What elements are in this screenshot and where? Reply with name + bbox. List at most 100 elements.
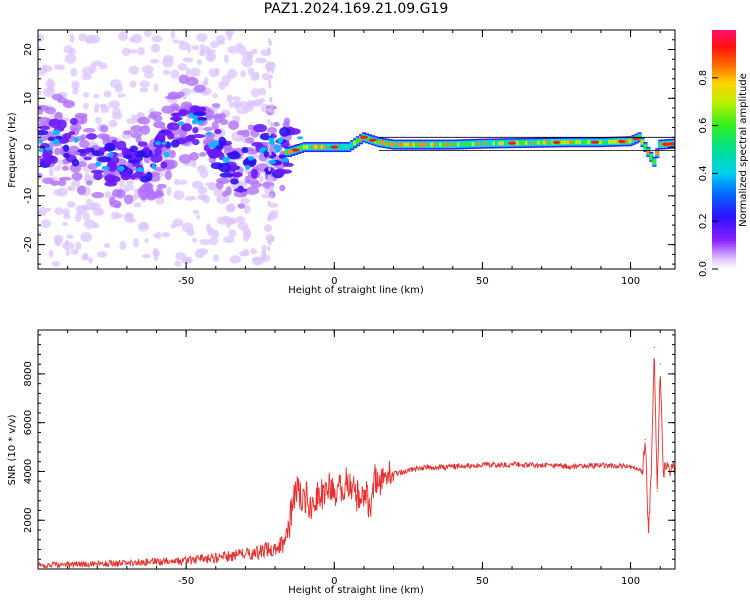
heatmap-cell xyxy=(116,140,127,151)
heatmap-cell xyxy=(268,107,272,113)
heatmap-cell xyxy=(70,67,78,77)
heatmap-cell xyxy=(338,145,343,150)
heatmap-cell xyxy=(598,140,604,145)
heatmap-cell xyxy=(474,141,479,146)
heatmap-cell xyxy=(147,114,157,119)
heatmap-cell xyxy=(572,140,577,145)
heatmap-cell xyxy=(50,180,60,186)
heatmap-cell xyxy=(250,88,261,98)
heatmap-cell xyxy=(601,140,607,145)
heatmap-cell xyxy=(250,181,263,188)
heatmap-cell xyxy=(74,212,82,223)
heatmap-cell xyxy=(233,190,247,198)
heatmap-cell xyxy=(607,139,613,144)
heatmap-cell xyxy=(247,156,254,161)
heatmap-cell xyxy=(170,30,176,40)
heatmap-cell xyxy=(268,40,272,46)
colorbar-tick-label: 0.4 xyxy=(698,165,709,181)
bottom-y-axis: 2000 4000 6000 8000 xyxy=(23,334,675,570)
heatmap-cell xyxy=(155,231,162,240)
heatmap-cell xyxy=(240,197,250,205)
heatmap-cell xyxy=(655,151,660,156)
heatmap-cell xyxy=(259,147,265,154)
x-tick-label: 100 xyxy=(621,576,640,587)
heatmap-cell xyxy=(129,80,137,88)
heatmap-cell xyxy=(47,136,56,142)
heatmap-cell xyxy=(117,93,126,98)
heatmap-cell xyxy=(230,96,242,101)
heatmap-cell xyxy=(299,146,304,151)
heatmap-cell xyxy=(152,233,158,238)
snr-data-point xyxy=(67,564,69,566)
heatmap-cell xyxy=(382,141,387,146)
snr-data-point xyxy=(298,483,300,485)
heatmap-cell xyxy=(257,99,263,106)
heatmap-cell xyxy=(625,139,630,144)
heatmap-cell xyxy=(244,149,259,155)
heatmap-cell xyxy=(177,63,188,71)
heatmap-cell xyxy=(199,152,207,157)
heatmap-cell xyxy=(515,141,521,146)
x-tick-label: -50 xyxy=(178,576,194,587)
heatmap-cell xyxy=(75,241,82,250)
heatmap-cell xyxy=(477,141,482,146)
snr-data-point xyxy=(215,557,217,559)
heatmap-cell xyxy=(486,141,491,146)
heatmap-cell xyxy=(49,155,58,164)
heatmap-cell xyxy=(214,67,220,76)
heatmap-cell xyxy=(109,199,122,208)
heatmap-cell xyxy=(521,140,527,145)
heatmap-cell xyxy=(266,67,270,73)
heatmap-cell xyxy=(96,251,108,258)
heatmap-cell xyxy=(182,57,194,63)
heatmap-cell xyxy=(223,54,229,64)
heatmap-cell xyxy=(104,181,117,187)
snr-data-point xyxy=(392,473,395,475)
heatmap-cell xyxy=(82,92,90,98)
heatmap-hotspot xyxy=(330,145,339,149)
heatmap-cell xyxy=(51,93,64,101)
heatmap-cell xyxy=(250,168,258,179)
colorbar-gradient xyxy=(712,30,736,269)
heatmap-cell xyxy=(107,162,118,172)
heatmap-cell xyxy=(269,74,273,80)
heatmap-cell xyxy=(261,72,271,81)
heatmap-cell xyxy=(161,141,167,145)
snr-data-point xyxy=(481,464,484,466)
heatmap-cell xyxy=(178,108,188,117)
heatmap-cell xyxy=(191,237,198,243)
top-x-axis-label: Height of straight line (km) xyxy=(288,285,424,296)
heatmap-cell xyxy=(81,66,94,76)
x-tick-label: 100 xyxy=(621,276,640,287)
y-tick-label: 6000 xyxy=(23,410,34,435)
heatmap-cell xyxy=(187,134,196,141)
heatmap-cell xyxy=(261,250,267,260)
heatmap-cell xyxy=(108,119,118,128)
heatmap-hotspot xyxy=(508,141,517,145)
heatmap-cell xyxy=(489,141,494,146)
heatmap-cell xyxy=(219,112,226,120)
snr-data-point xyxy=(659,363,661,365)
heatmap-cell xyxy=(297,136,304,140)
heatmap-cell xyxy=(199,106,207,113)
heatmap-cell xyxy=(85,198,93,207)
heatmap-cell xyxy=(224,217,237,224)
y-tick-label: 8000 xyxy=(23,361,34,386)
heatmap-cell xyxy=(91,191,105,199)
heatmap-cell xyxy=(52,139,60,145)
snr-data-point xyxy=(327,487,329,490)
heatmap-cell xyxy=(406,142,411,147)
heatmap-cell xyxy=(69,123,82,132)
snr-data-point xyxy=(292,504,294,507)
heatmap-cell xyxy=(149,58,160,64)
heatmap-cell xyxy=(268,137,275,142)
heatmap-cell xyxy=(355,139,361,144)
heatmap-cell xyxy=(610,139,615,144)
y-tick-label: -20 xyxy=(23,236,34,252)
heatmap-cell xyxy=(444,142,450,147)
heatmap-cell xyxy=(119,240,127,251)
heatmap-cell xyxy=(524,140,530,145)
heatmap-cell xyxy=(278,154,286,159)
bottom-plot-frame xyxy=(37,329,676,570)
snr-data-point xyxy=(665,468,667,470)
